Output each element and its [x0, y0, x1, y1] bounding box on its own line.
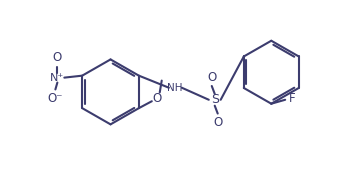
Text: F: F	[289, 92, 296, 105]
Text: O⁻: O⁻	[48, 92, 63, 105]
Text: N⁺: N⁺	[50, 73, 65, 83]
Text: O: O	[152, 92, 161, 105]
Text: NH: NH	[167, 83, 183, 93]
Text: O: O	[213, 116, 222, 129]
Text: O: O	[207, 71, 216, 84]
Text: S: S	[211, 93, 219, 106]
Text: O: O	[53, 51, 62, 64]
